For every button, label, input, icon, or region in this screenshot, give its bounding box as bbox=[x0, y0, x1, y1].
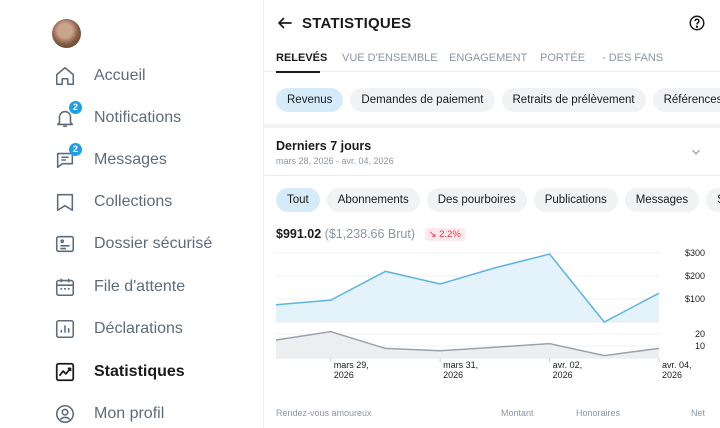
message-badge: 2 bbox=[69, 143, 82, 156]
x-tick-label: mars 31, bbox=[443, 360, 478, 370]
series-line bbox=[275, 253, 660, 323]
sidebar-item-collections[interactable]: Collections bbox=[54, 187, 172, 217]
series-area bbox=[276, 254, 659, 322]
x-tick-label: mars 29, bbox=[334, 360, 369, 370]
sidebar-item-messages[interactable]: 2 Messages bbox=[54, 143, 167, 175]
sidebar-item-label: Statistiques bbox=[94, 363, 185, 380]
sidebar-item-label: Dossier sécurisé bbox=[94, 235, 213, 252]
bookmark-icon bbox=[54, 191, 76, 213]
x-tick-label: avr. 02, bbox=[553, 360, 583, 370]
sidebar-item-accueil[interactable]: Accueil bbox=[54, 61, 146, 91]
tab-bar: RELEVÉS VUE D'ENSEMBLE ENGAGEMENT PORTÉE… bbox=[264, 44, 720, 73]
profile-icon bbox=[54, 403, 76, 425]
chip-revenus[interactable]: Revenus bbox=[276, 88, 344, 112]
x-tick-label: 2026 bbox=[662, 370, 682, 380]
earnings-summary: $991.02 ($1,238.66 Brut) ↘ 2.2% bbox=[276, 227, 465, 241]
sidebar-item-profile[interactable]: Mon profil bbox=[54, 399, 164, 428]
back-arrow-icon[interactable] bbox=[276, 14, 294, 32]
statistics-panel: STATISTIQUES RELEVÉS VUE D'ENSEMBLE ENGA… bbox=[263, 0, 720, 428]
tab-fans[interactable]: - DES FANS bbox=[602, 52, 664, 64]
home-icon bbox=[54, 65, 76, 87]
report-icon bbox=[54, 318, 76, 340]
tab-engagement[interactable]: ENGAGEMENT bbox=[449, 52, 528, 64]
column-amount: Montant bbox=[501, 408, 534, 418]
y-tick-label: 20 bbox=[695, 329, 705, 339]
period-selector[interactable]: Derniers 7 jours mars 28, 2026 - avr. 04… bbox=[264, 128, 720, 176]
sidebar-item-queue[interactable]: File d'attente bbox=[54, 272, 185, 302]
sidebar-item-notifications[interactable]: 2 Notifications bbox=[54, 101, 181, 133]
chip-tips[interactable]: Des pourboires bbox=[426, 188, 527, 212]
period-title: Derniers 7 jours bbox=[276, 139, 372, 153]
column-net: Net bbox=[691, 408, 706, 418]
sidebar-item-label: Messages bbox=[94, 151, 167, 168]
page-title: STATISTIQUES bbox=[302, 15, 412, 32]
chip-subscriptions[interactable]: Abonnements bbox=[326, 188, 420, 212]
gross-amount: ($1,238.66 Brut) bbox=[324, 227, 416, 241]
y-tick-label: $300 bbox=[685, 248, 705, 258]
category-filter-chips: Tout Abonnements Des pourboires Publicat… bbox=[276, 188, 720, 212]
chip-references[interactable]: Références bbox=[652, 88, 720, 112]
sidebar: Accueil 2 Notifications 2 Messages Colle… bbox=[0, 0, 262, 428]
period-range: mars 28, 2026 - avr. 04, 2026 bbox=[276, 156, 394, 166]
message-icon: 2 bbox=[54, 143, 82, 171]
chip-messages[interactable]: Messages bbox=[624, 188, 700, 212]
tab-releves[interactable]: RELEVÉS bbox=[276, 52, 328, 64]
sidebar-item-vault[interactable]: Dossier sécurisé bbox=[54, 229, 212, 259]
trend-value: 2.2% bbox=[439, 229, 461, 240]
page-header: STATISTIQUES bbox=[264, 0, 720, 46]
avatar[interactable] bbox=[52, 19, 81, 48]
x-tick-label: avr. 04, bbox=[662, 360, 692, 370]
sidebar-item-label: Notifications bbox=[94, 109, 182, 126]
y-tick-label: $100 bbox=[685, 294, 705, 304]
chip-stream[interactable]: Stream bbox=[706, 188, 720, 212]
chip-all[interactable]: Tout bbox=[276, 188, 320, 212]
section-divider bbox=[264, 124, 720, 128]
sidebar-item-label: Accueil bbox=[94, 67, 146, 84]
sidebar-item-declarations[interactable]: Déclarations bbox=[54, 314, 183, 344]
chip-withdrawals[interactable]: Retraits de prélèvement bbox=[501, 88, 646, 112]
vault-icon bbox=[54, 233, 76, 255]
x-tick-label: 2026 bbox=[553, 370, 573, 380]
x-tick-label: 2026 bbox=[443, 370, 463, 380]
chip-posts[interactable]: Publications bbox=[533, 188, 618, 212]
trend-badge: ↘ 2.2% bbox=[424, 228, 465, 241]
chevron-down-icon bbox=[689, 145, 703, 159]
column-date: Rendez-vous amoureux bbox=[276, 408, 372, 418]
sidebar-item-label: File d'attente bbox=[94, 278, 186, 295]
bell-icon: 2 bbox=[54, 101, 82, 129]
series-line bbox=[275, 330, 660, 357]
trend-down-icon: ↘ bbox=[428, 229, 437, 240]
y-tick-label: $200 bbox=[685, 271, 705, 281]
series-area bbox=[276, 331, 659, 358]
sidebar-item-label: Collections bbox=[94, 193, 173, 210]
sidebar-item-statistics[interactable]: Statistiques bbox=[54, 357, 185, 387]
column-fees: Honoraires bbox=[576, 408, 621, 418]
tab-reach[interactable]: PORTÉE bbox=[540, 52, 586, 64]
calendar-icon bbox=[54, 276, 76, 298]
chip-payment-requests[interactable]: Demandes de paiement bbox=[350, 88, 495, 112]
sidebar-item-label: Mon profil bbox=[94, 405, 165, 422]
notification-badge: 2 bbox=[69, 101, 82, 114]
statement-type-chips: Revenus Demandes de paiement Retraits de… bbox=[276, 88, 720, 112]
x-tick-label: 2026 bbox=[334, 370, 354, 380]
tab-overview[interactable]: VUE D'ENSEMBLE bbox=[342, 52, 438, 64]
y-tick-label: 10 bbox=[695, 341, 705, 351]
stats-icon bbox=[54, 361, 76, 383]
net-amount: $991.02 bbox=[276, 227, 322, 241]
help-icon[interactable] bbox=[688, 14, 706, 32]
active-tab-indicator bbox=[276, 71, 320, 73]
sidebar-item-label: Déclarations bbox=[94, 320, 183, 337]
